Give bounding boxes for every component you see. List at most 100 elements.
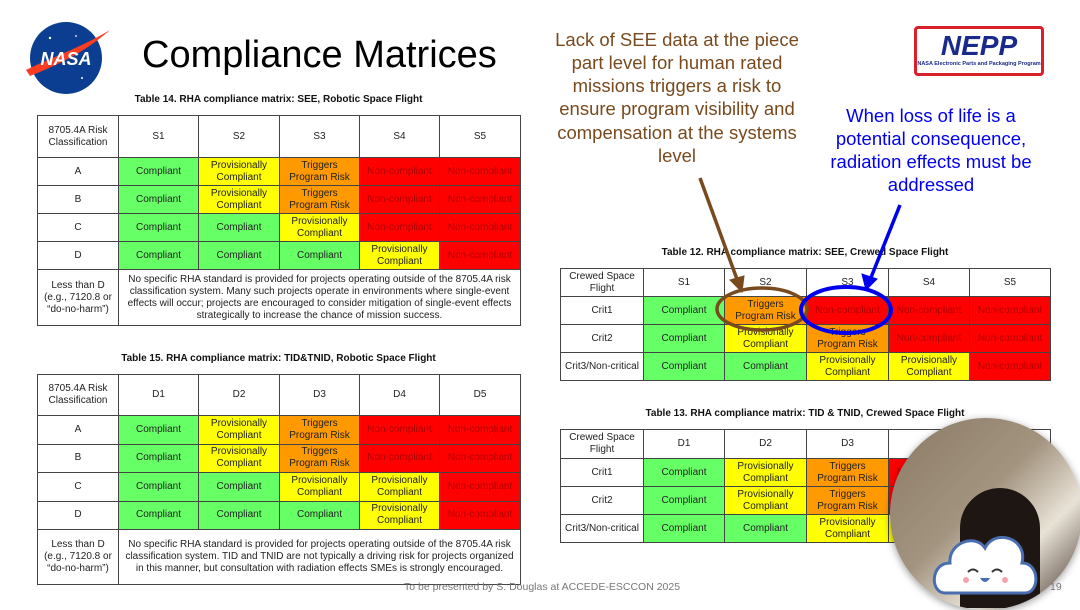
matrix-cell: Compliant [643, 486, 725, 515]
table-row: D Compliant Compliant Compliant Provisionall… [37, 500, 521, 530]
table-row: B Compliant Provisionally Compliant Trigger… [37, 443, 521, 473]
matrix-cell: Provisionally Compliant [198, 443, 280, 473]
table-row: B Compliant Provisionally Compliant Trigger… [37, 185, 521, 214]
row-label: A [37, 415, 119, 445]
nepp-logo: NEPP NASA Electronic Parts and Packaging… [914, 26, 1044, 76]
matrix-cell: Non-compliant [969, 352, 1051, 381]
matrix-cell: Provisionally Compliant [359, 472, 440, 502]
column-header: D2 [724, 429, 807, 459]
matrix-cell: Non-compliant [439, 213, 521, 242]
matrix-cell: Compliant [724, 352, 807, 381]
matrix-cell: Provisionally Compliant [279, 472, 360, 502]
row-label: D [37, 241, 119, 270]
note-label: Less than D (e.g., 7120.8 or “do-no-harm… [37, 529, 119, 585]
matrix-cell: Provisionally Compliant [359, 241, 440, 270]
matrix-cell: Compliant [118, 157, 199, 186]
column-header: D5 [439, 374, 521, 416]
matrix-cell: Non-compliant [806, 296, 889, 325]
table-row: C Compliant Compliant Provisionally Complia… [37, 472, 521, 502]
matrix-cell: Compliant [643, 514, 725, 543]
matrix-cell: Non-compliant [888, 296, 970, 325]
column-header: 8705.4A Risk Classification [37, 115, 119, 158]
matrix-cell: Non-compliant [439, 241, 521, 270]
presenter-webcam [890, 418, 1080, 610]
header-row: Crewed Space Flight S1 S2 S3 S4 S5 [560, 268, 1051, 297]
matrix-cell: Triggers Program Risk [806, 486, 889, 515]
column-header: D4 [359, 374, 440, 416]
slide-footer: To be presented by S. Douglas at ACCEDE-… [404, 581, 681, 593]
matrix-cell: Non-compliant [969, 324, 1051, 353]
row-label: Crit3/Non-critical [560, 352, 644, 381]
column-header: D1 [118, 374, 199, 416]
header-row: 8705.4A Risk Classification S1 S2 S3 S4 S5 [37, 115, 521, 158]
table-row: A Compliant Provisionally Compliant Trigger… [37, 415, 521, 445]
matrix-cell: Compliant [643, 324, 725, 353]
page-number: 19 [1050, 581, 1062, 593]
row-label: A [37, 157, 119, 186]
column-header: S1 [643, 268, 725, 297]
matrix-cell: Compliant [198, 472, 280, 502]
compliance-matrix-t15: 8705.4A Risk Classification D1 D2 D3 D4 D5 A Co… [37, 374, 521, 585]
row-label: B [37, 443, 119, 473]
matrix-cell: Provisionally Compliant [198, 415, 280, 445]
note-row: Less than D (e.g., 7120.8 or “do-no-harm… [37, 529, 521, 585]
column-header: S5 [969, 268, 1051, 297]
matrix-cell: Non-compliant [359, 213, 440, 242]
matrix-cell: Non-compliant [439, 157, 521, 186]
row-label: C [37, 213, 119, 242]
matrix-cell: Compliant [643, 296, 725, 325]
header-row: 8705.4A Risk Classification D1 D2 D3 D4 D5 [37, 374, 521, 416]
matrix-cell: Compliant [118, 500, 199, 530]
column-header: D1 [643, 429, 725, 459]
matrix-cell: Triggers Program Risk [279, 185, 360, 214]
matrix-cell: Non-compliant [888, 324, 970, 353]
column-header: S2 [724, 268, 807, 297]
nasa-logo: NASA [20, 18, 112, 100]
compliance-matrix-t14: 8705.4A Risk Classification S1 S2 S3 S4 S5 A Co… [37, 115, 521, 326]
column-header: S5 [439, 115, 521, 158]
matrix-cell: Non-compliant [359, 157, 440, 186]
table-caption: Table 15. RHA compliance matrix: TID&TNI… [121, 353, 436, 364]
matrix-cell: Provisionally Compliant [806, 352, 889, 381]
matrix-cell: Triggers Program Risk [806, 458, 889, 487]
matrix-cell: Compliant [118, 472, 199, 502]
row-label: Crit1 [560, 296, 644, 325]
matrix-cell: Provisionally Compliant [724, 458, 807, 487]
matrix-cell: Provisionally Compliant [279, 213, 360, 242]
matrix-cell: Compliant [279, 241, 360, 270]
matrix-cell: Compliant [198, 213, 280, 242]
table-row: D Compliant Compliant Compliant Provisionall… [37, 241, 521, 270]
column-header: D3 [279, 374, 360, 416]
table-row: Crit2 Compliant Provisionally Compliant Tri… [560, 324, 1051, 353]
row-label: C [37, 472, 119, 502]
column-header: S4 [888, 268, 970, 297]
row-label: B [37, 185, 119, 214]
matrix-cell: Non-compliant [439, 500, 521, 530]
matrix-cell: Triggers Program Risk [724, 296, 807, 325]
blue-annotation: When loss of life is a potential consequ… [830, 105, 1032, 196]
column-header: S2 [198, 115, 280, 158]
matrix-cell: Compliant [724, 514, 807, 543]
matrix-cell: Compliant [118, 443, 199, 473]
matrix-cell: Non-compliant [439, 472, 521, 502]
matrix-cell: Provisionally Compliant [888, 352, 970, 381]
row-label: Crit2 [560, 486, 644, 515]
table-row: Crit1 Compliant Triggers Program Risk Non-c… [560, 296, 1051, 325]
matrix-cell: Compliant [118, 241, 199, 270]
matrix-cell: Non-compliant [439, 185, 521, 214]
matrix-cell: Compliant [118, 213, 199, 242]
column-header: 8705.4A Risk Classification [37, 374, 119, 416]
matrix-cell: Provisionally Compliant [724, 324, 807, 353]
matrix-cell: Non-compliant [359, 415, 440, 445]
column-header: Crewed Space Flight [560, 268, 644, 297]
matrix-cell: Non-compliant [439, 443, 521, 473]
matrix-cell: Triggers Program Risk [279, 443, 360, 473]
matrix-cell: Provisionally Compliant [198, 157, 280, 186]
row-label: Crit2 [560, 324, 644, 353]
column-header: S3 [806, 268, 889, 297]
column-header: D3 [806, 429, 889, 459]
compliance-matrix-t12: Crewed Space Flight S1 S2 S3 S4 S5 Crit1 Compli… [560, 268, 1051, 381]
table-row: C Compliant Compliant Provisionally Complia… [37, 213, 521, 242]
matrix-cell: Provisionally Compliant [198, 185, 280, 214]
matrix-cell: Compliant [118, 185, 199, 214]
